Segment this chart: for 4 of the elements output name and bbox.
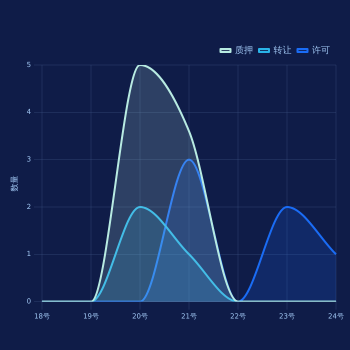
- legend-label: 质押: [235, 44, 253, 56]
- legend-label: 转让: [274, 44, 292, 56]
- legend-label: 许可: [312, 44, 330, 56]
- y-axis-title: 数量: [10, 175, 19, 192]
